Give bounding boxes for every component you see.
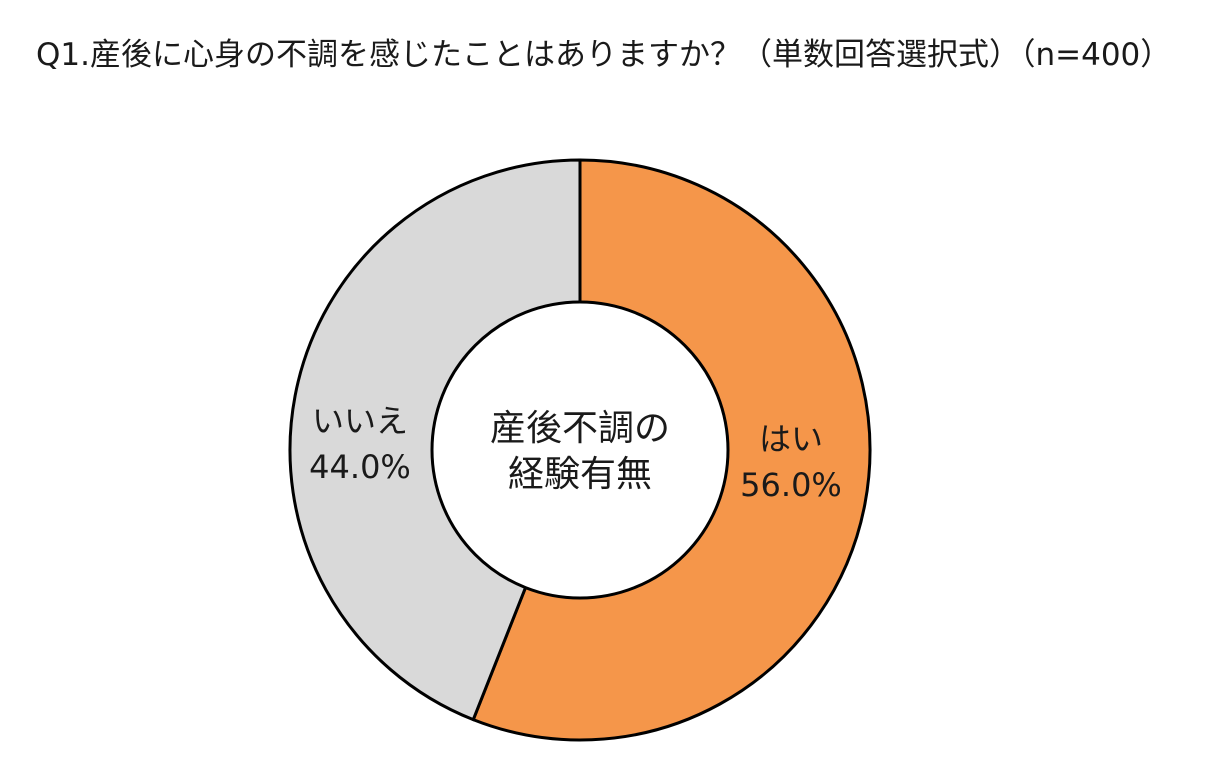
chart-title: Q1.産後に心身の不調を感じたことはありますか？（単数回答選択式）（n=400） — [36, 37, 1172, 73]
center-label-line-2: 経験有無 — [508, 454, 652, 495]
donut-center-hole — [430, 300, 730, 600]
slice-label-iie: いいえ — [312, 402, 408, 440]
slice-label-hai: はい — [759, 420, 823, 458]
center-label-line-1: 産後不調の — [490, 408, 670, 449]
slice-value-hai: 56.0% — [740, 466, 842, 504]
slice-value-iie: 44.0% — [309, 448, 411, 486]
